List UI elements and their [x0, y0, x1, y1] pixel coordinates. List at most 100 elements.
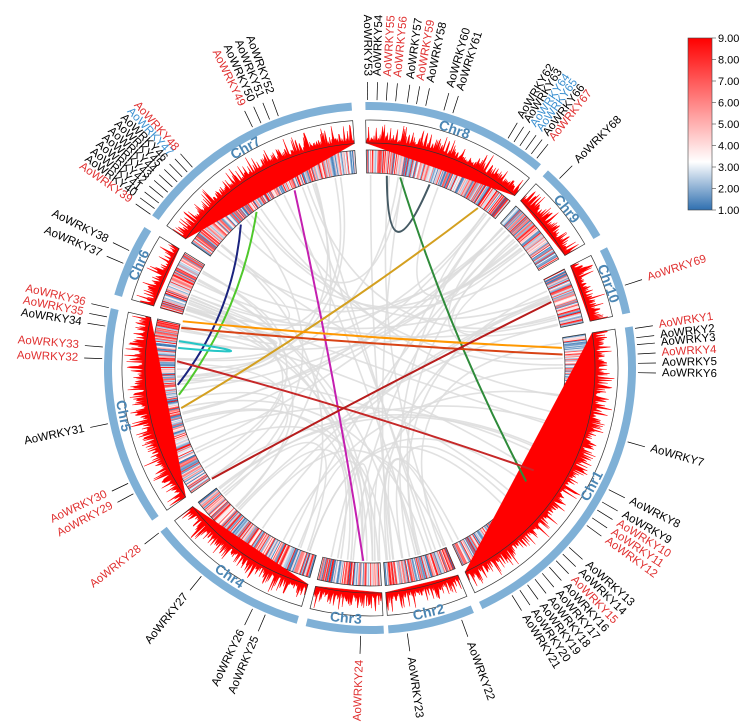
- heatmap-cell: [384, 150, 388, 174]
- heatmap-cell: [553, 293, 576, 303]
- histogram-frame: [464, 328, 619, 594]
- heatmap-cell: [152, 352, 176, 356]
- heatmap-cell: [287, 548, 297, 571]
- heatmap-cell: [188, 476, 209, 490]
- heatmap-cell: [404, 559, 410, 583]
- duplication-links: [176, 175, 563, 562]
- heatmap-cell: [563, 342, 587, 347]
- heatmap-cell: [282, 546, 294, 569]
- gene-leader-line: [513, 126, 524, 143]
- heatmap-cell: [408, 154, 414, 177]
- heatmap-cell: [208, 220, 227, 237]
- heatmap-cell: [194, 238, 214, 253]
- heatmap-cell: [245, 528, 260, 548]
- heatmap-cell: [182, 467, 203, 481]
- heatmap-cell: [459, 540, 471, 562]
- heatmap-cell: [240, 524, 255, 544]
- heatmap-cell: [560, 318, 583, 326]
- heatmap-cell: [462, 175, 475, 197]
- heatmap-cell: [338, 560, 343, 584]
- heatmap-cell: [153, 342, 177, 346]
- legend-tick-label: 2.00: [718, 184, 739, 196]
- gene-label: AoWRKY4: [661, 344, 717, 359]
- heatmap-cell: [217, 506, 234, 525]
- heatmap-cell: [348, 562, 353, 586]
- histogram-frame: [385, 574, 468, 616]
- gene-leader-line: [511, 595, 522, 611]
- heatmap-cell: [367, 150, 369, 174]
- duplication-link: [182, 320, 562, 349]
- gene-leader-line: [84, 357, 103, 359]
- gene-label: AoWRKY69: [646, 253, 708, 283]
- heatmap-cell: [562, 336, 586, 342]
- heatmap-cell: [516, 223, 535, 240]
- heatmap-cell: [391, 561, 396, 585]
- heatmap-cell: [374, 150, 376, 174]
- heatmap-cell: [549, 282, 572, 293]
- heatmap-cell: [196, 235, 216, 250]
- heatmap-cell: [442, 548, 453, 571]
- heatmap-cell: [345, 151, 349, 175]
- heatmap-cell: [563, 338, 587, 343]
- heatmap-cell: [303, 553, 312, 576]
- heatmap-cell: [179, 260, 201, 273]
- heatmap-cell: [214, 504, 232, 522]
- heatmap-cell: [347, 561, 351, 585]
- heatmap-cell: [383, 150, 387, 174]
- heatmap-cell: [162, 300, 185, 309]
- chromosome-band-chr10: [599, 247, 631, 315]
- heatmap-cell: [181, 466, 202, 479]
- heatmap-cell: [460, 540, 473, 562]
- heatmap-cell: [517, 225, 536, 242]
- gene-leader-line: [637, 352, 656, 355]
- heatmap-cell: [156, 324, 179, 330]
- background-link: [288, 234, 511, 544]
- heatmap-cell: [407, 559, 413, 583]
- heatmap-cell: [563, 337, 587, 342]
- heatmap-cell: [464, 177, 477, 198]
- background-link: [220, 244, 324, 549]
- heatmap-cell: [167, 286, 190, 296]
- heatmap-cell: [514, 221, 533, 238]
- heatmap-cell: [153, 339, 177, 344]
- heatmap-cell: [231, 518, 248, 538]
- heatmap-cell: [182, 255, 203, 269]
- heatmap-cell: [205, 224, 224, 241]
- gene-label: AoWRKY5: [662, 356, 717, 369]
- heatmap-cell: [178, 460, 200, 473]
- heatmap-cell: [154, 332, 178, 338]
- heatmap-cell: [198, 488, 218, 504]
- heatmap-cell: [356, 562, 359, 586]
- heatmap-cell: [336, 560, 342, 584]
- heatmap-cell: [551, 288, 574, 299]
- heatmap-cell: [154, 336, 178, 341]
- heatmap-cell: [153, 343, 177, 347]
- heatmap-cell: [463, 538, 476, 560]
- heatmap-cell: [243, 526, 258, 547]
- gene-leader-line: [144, 532, 160, 545]
- heatmap-cell: [422, 555, 431, 578]
- heatmap-cell: [165, 291, 188, 301]
- gene-leader-line: [461, 619, 469, 637]
- heatmap-cell: [524, 235, 544, 251]
- background-link: [387, 458, 454, 560]
- background-link: [238, 448, 347, 559]
- heatmap-cell: [478, 186, 493, 207]
- heatmap-cell: [182, 256, 203, 270]
- heatmap-cell: [462, 538, 475, 560]
- heatmap-cell: [296, 551, 305, 574]
- background-link: [261, 299, 552, 529]
- heatmap-cell: [538, 257, 559, 270]
- heatmap-cell: [207, 498, 226, 515]
- heatmap-cell: [162, 299, 185, 308]
- heatmap-cell: [295, 551, 305, 574]
- heatmap-cell: [170, 280, 192, 291]
- heatmap-cell: [554, 297, 577, 307]
- heatmap-cell: [210, 500, 228, 518]
- heatmap-cell: [481, 188, 496, 209]
- heatmap-cell: [272, 542, 284, 564]
- heatmap-cell: [483, 191, 499, 211]
- heatmap-cell: [206, 222, 225, 239]
- heatmap-cell: [467, 179, 480, 200]
- heatmap-cell: [392, 151, 397, 175]
